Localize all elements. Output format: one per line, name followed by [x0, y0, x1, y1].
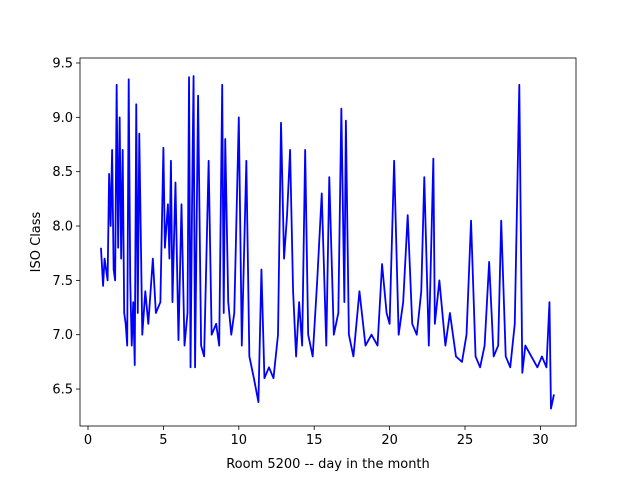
y-tick-label: 9.5	[52, 56, 73, 71]
y-tick-label: 8.5	[52, 165, 73, 180]
x-tick-label: 0	[84, 433, 92, 448]
y-tick-label: 6.5	[52, 383, 73, 398]
data-line	[100, 75, 555, 410]
axes-frame	[79, 57, 577, 427]
y-tick-label: 9.0	[52, 111, 73, 126]
x-tick-label: 10	[231, 433, 248, 448]
y-axis-label: ISO Class	[29, 211, 44, 272]
x-axis-label: Room 5200 -- day in the month	[226, 457, 430, 472]
y-tick-label: 7.0	[52, 328, 73, 343]
y-tick-label: 8.0	[52, 220, 73, 235]
x-tick-label: 5	[159, 433, 167, 448]
x-tick-label: 30	[532, 433, 549, 448]
y-tick-label: 7.5	[52, 274, 73, 289]
x-tick-label: 15	[306, 433, 323, 448]
x-tick-label: 20	[381, 433, 398, 448]
x-tick-label: 25	[457, 433, 474, 448]
